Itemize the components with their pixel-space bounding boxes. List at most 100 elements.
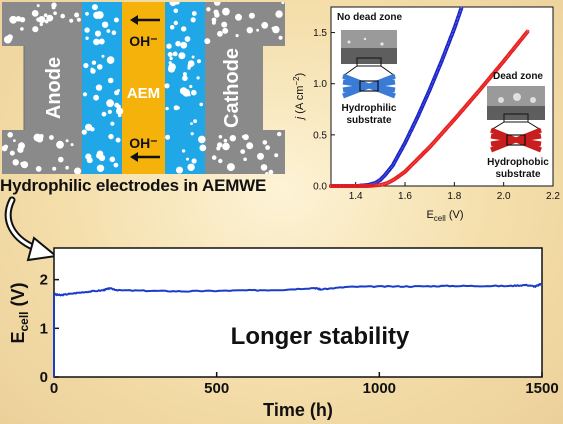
bubble (191, 11, 197, 16)
bubble (222, 7, 230, 16)
bubble (169, 56, 173, 61)
bubble (261, 21, 269, 29)
bubble (169, 2, 177, 7)
bubble (8, 37, 13, 41)
bubble (117, 113, 122, 118)
y-tick-label: 1 (40, 320, 48, 337)
bubble (229, 135, 236, 142)
bubble (107, 109, 112, 114)
bubble (36, 4, 40, 8)
bubble (260, 164, 268, 171)
bubble (117, 89, 120, 92)
x-tick-label: 1000 (363, 380, 396, 397)
data-series (329, 6, 530, 188)
bubble (116, 104, 121, 110)
bubble (278, 35, 283, 40)
bubble (85, 123, 93, 131)
bubble (96, 164, 105, 172)
bubble (187, 163, 195, 171)
bubble (107, 77, 114, 84)
y-tick-label: 1.5 (313, 28, 327, 39)
hydrophobic-point (525, 29, 530, 34)
bubble (235, 13, 242, 21)
bubble (212, 20, 216, 24)
bubble (95, 11, 104, 19)
bubble (218, 158, 223, 164)
bubble (191, 158, 197, 164)
bubble (167, 52, 173, 57)
x-axis-label: Ecell (V) (426, 209, 463, 223)
bubble (199, 144, 207, 152)
hydrophilic-point (459, 6, 464, 11)
bubble (271, 26, 275, 30)
bubble (179, 87, 188, 95)
polarization-chart: 1.4 1.6 1.8 2.0 2.2 0.0 0.5 1.0 1.5 No dead zone… (292, 6, 560, 223)
annotation-hydrophilic-2: substrate (346, 115, 391, 126)
hydrophobic-inset (487, 86, 545, 153)
annotation-hydrophobic-2: substrate (495, 169, 540, 180)
bubble (108, 133, 114, 140)
axes-ticks: 1.4 1.6 1.8 2.0 2.2 0.0 0.5 1.0 1.5 (313, 28, 560, 202)
bubble (217, 142, 223, 148)
bubble (190, 122, 193, 125)
hydrophilic-inset (341, 30, 397, 99)
bubble (186, 157, 189, 161)
bubble (109, 156, 116, 163)
y-tick-label: 2 (40, 272, 48, 289)
bubble (96, 152, 102, 159)
bubble (214, 12, 220, 18)
bubble (20, 27, 24, 31)
bubble (173, 8, 179, 14)
bubble (98, 38, 105, 45)
bubble (257, 156, 261, 160)
bubble (173, 105, 179, 111)
bubble (81, 129, 87, 135)
bubble (39, 22, 43, 27)
arrow-left-icon (130, 152, 160, 162)
cathode-electrode (205, 2, 285, 174)
bubble (197, 59, 201, 64)
bubble (91, 60, 97, 65)
hydroxide-label-bottom: OH⁻ (129, 135, 157, 151)
y-axis-label: Ecell (V) (8, 282, 31, 343)
bubble (268, 169, 274, 174)
bubble (164, 83, 170, 89)
bubble (196, 76, 200, 80)
bubble (223, 138, 228, 143)
bubble (180, 41, 188, 49)
bubble (106, 56, 115, 64)
bubble (181, 149, 186, 153)
bubble (274, 153, 279, 158)
plot-background (53, 247, 543, 378)
annotation-hydrophilic-1: Hydrophilic (341, 103, 396, 114)
bubble (217, 30, 223, 37)
x-tick-label: 2.0 (497, 191, 511, 202)
bubble (113, 162, 119, 168)
bubble (94, 5, 98, 9)
bubble (38, 134, 44, 139)
bubble (222, 142, 230, 151)
bubble (15, 15, 22, 22)
bubble (256, 28, 259, 32)
bubble (275, 10, 283, 18)
anode-label: Anode (43, 57, 65, 119)
bubble (69, 18, 74, 23)
bubble (84, 27, 90, 33)
bubble (257, 152, 264, 160)
bubble (181, 26, 187, 32)
bubble (235, 34, 239, 38)
bubble (242, 135, 246, 139)
bubble (49, 135, 54, 140)
bubble (172, 51, 178, 57)
bubble (93, 94, 99, 101)
bubble (176, 166, 183, 174)
bubble (182, 72, 187, 77)
aem-membrane (122, 2, 165, 174)
bubble (222, 27, 229, 34)
arrow-left-icon (130, 15, 160, 25)
annotation-dead-zone: Dead zone (493, 71, 543, 82)
bubble (74, 12, 80, 18)
bubble (204, 38, 211, 45)
curved-arrow-icon (4, 196, 59, 262)
aem-label: AEM (127, 85, 160, 102)
